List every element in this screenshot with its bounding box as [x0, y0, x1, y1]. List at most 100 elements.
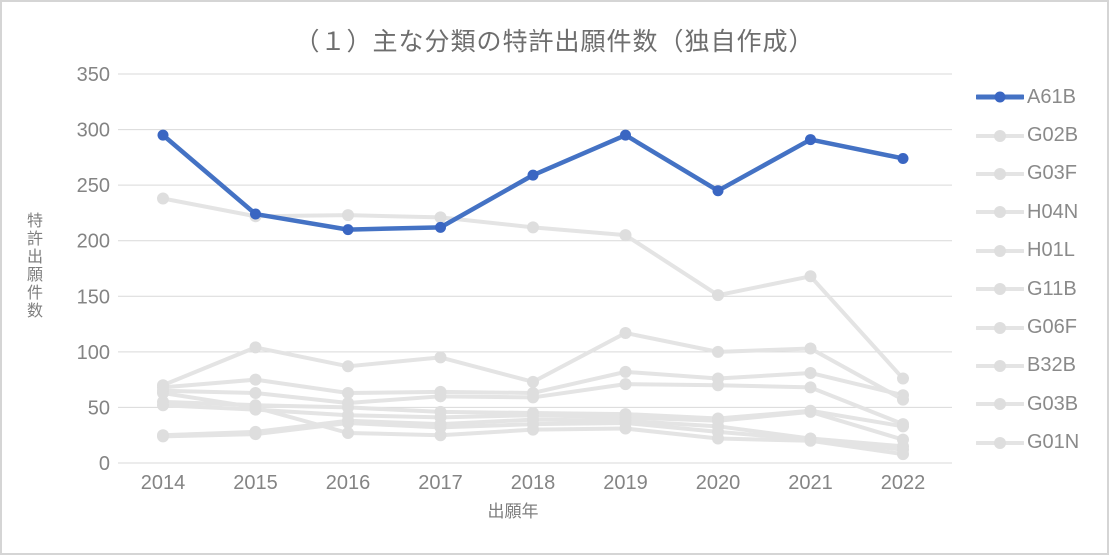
legend-label-H04N: H04N — [1027, 200, 1079, 223]
series-marker-G11B — [434, 405, 447, 418]
legend-item-G03B: G03B — [976, 385, 1079, 423]
series-marker-G03F — [249, 341, 262, 354]
legend-label-H01L: H01L — [1027, 239, 1075, 262]
x-tick-label: 2017 — [418, 472, 463, 494]
legend-swatch-A61B — [976, 91, 1024, 103]
x-axis-title: 出願年 — [487, 502, 539, 521]
series-marker-G11B — [804, 404, 817, 417]
series-marker-G02B — [342, 209, 354, 222]
series-marker-G11B — [157, 395, 169, 408]
x-tick-label: 2018 — [511, 472, 556, 494]
series-marker-G11B — [527, 406, 539, 419]
x-tick-label: 2016 — [326, 472, 371, 494]
series-marker-A61B — [897, 152, 909, 164]
series-marker-G11B — [619, 408, 632, 421]
legend-item-H01L: H01L — [976, 232, 1079, 270]
series-marker-B32B — [804, 432, 817, 445]
series-marker-G02B — [804, 270, 817, 283]
y-axis-title: 特許出願件数 — [24, 212, 41, 320]
series-marker-G03F — [527, 375, 539, 388]
legend-label-G06F: G06F — [1027, 316, 1078, 339]
series-marker-B32B — [157, 429, 169, 442]
legend-swatch-G03F — [976, 167, 1024, 180]
series-marker-G03F — [712, 345, 724, 358]
series-marker-H04N — [712, 372, 724, 385]
legend-label-A61B: A61B — [1027, 85, 1076, 108]
series-marker-H04N — [804, 366, 817, 379]
series-marker-H01L — [619, 378, 632, 391]
series-marker-A61B — [342, 224, 354, 236]
series-marker-H01L — [804, 381, 817, 394]
series-marker-H04N — [342, 386, 354, 399]
legend-item-H04N: H04N — [976, 193, 1079, 231]
series-marker-G11B — [249, 399, 262, 412]
x-tick-label: 2015 — [233, 472, 278, 494]
series-marker-H04N — [619, 365, 632, 378]
series-marker-H04N — [527, 386, 539, 399]
legend-swatch-G06F — [976, 321, 1024, 334]
legend-swatch-G02B — [976, 129, 1024, 142]
legend-label-G03F: G03F — [1027, 162, 1078, 185]
series-marker-A61B — [157, 129, 169, 141]
series-marker-A61B — [527, 169, 539, 181]
legend: A61B G02B G03F H04N H01L G11B G06F B32B G03B G01N — [976, 78, 1079, 462]
legend-item-G01N: G01N — [976, 424, 1079, 462]
legend-swatch-G01N — [976, 436, 1024, 449]
series-marker-H01L — [342, 396, 354, 409]
series-marker-H01L — [249, 386, 262, 399]
y-tick-label: 250 — [77, 175, 110, 197]
chart-title: （１）主な分類の特許出願件数（独自作成） — [294, 28, 815, 56]
series-marker-G03F — [897, 393, 909, 406]
series-marker-A61B — [805, 134, 816, 146]
series-marker-G03F — [342, 360, 354, 373]
x-tick-label: 2014 — [141, 472, 186, 494]
legend-swatch-B32B — [976, 359, 1024, 372]
legend-item-G11B: G11B — [976, 270, 1079, 308]
y-tick-label: 0 — [99, 453, 110, 475]
series-marker-A61B — [712, 185, 724, 197]
legend-swatch-G03B — [976, 398, 1024, 411]
y-tick-label: 300 — [77, 120, 110, 142]
legend-label-G03B: G03B — [1027, 392, 1079, 415]
series-marker-A61B — [435, 221, 446, 233]
series-marker-H01L — [897, 418, 909, 431]
series-marker-A61B — [250, 208, 261, 220]
x-tick-label: 2019 — [603, 472, 648, 494]
legend-item-G03F: G03F — [976, 155, 1079, 193]
series-marker-H04N — [434, 385, 447, 398]
legend-swatch-H04N — [976, 206, 1024, 219]
series-line-A61B — [160, 132, 906, 232]
series-marker-G11B — [712, 412, 724, 425]
series-marker-G02B — [157, 192, 169, 205]
y-tick-label: 150 — [77, 286, 110, 308]
y-tick-label: 200 — [77, 231, 110, 253]
x-tick-label: 2021 — [788, 472, 833, 494]
x-tick-label: 2020 — [696, 472, 741, 494]
legend-label-B32B: B32B — [1027, 354, 1076, 377]
series-marker-B32B — [249, 425, 262, 438]
y-tick-label: 350 — [77, 64, 110, 86]
series-marker-G01N — [342, 426, 354, 439]
series-marker-G06F — [897, 433, 909, 446]
series-marker-G02B — [527, 221, 539, 234]
legend-label-G11B: G11B — [1027, 277, 1077, 300]
series-marker-G03F — [804, 342, 817, 355]
series-marker-G02B — [712, 289, 724, 302]
legend-label-G02B: G02B — [1027, 124, 1079, 147]
series-marker-G03F — [434, 351, 447, 364]
series-marker-H04N — [249, 373, 262, 386]
series-marker-G02B — [897, 372, 909, 385]
legend-swatch-G11B — [976, 283, 1024, 296]
x-tick-label: 2022 — [881, 472, 926, 494]
series-marker-G03F — [157, 379, 169, 392]
legend-swatch-H01L — [976, 244, 1024, 257]
legend-item-G02B: G02B — [976, 116, 1079, 154]
y-tick-label: 100 — [77, 342, 110, 364]
series-marker-G02B — [434, 211, 447, 224]
y-tick-label: 50 — [88, 397, 110, 419]
legend-item-G06F: G06F — [976, 308, 1079, 346]
legend-item-A61B: A61B — [976, 78, 1079, 116]
series-marker-G02B — [619, 229, 632, 242]
